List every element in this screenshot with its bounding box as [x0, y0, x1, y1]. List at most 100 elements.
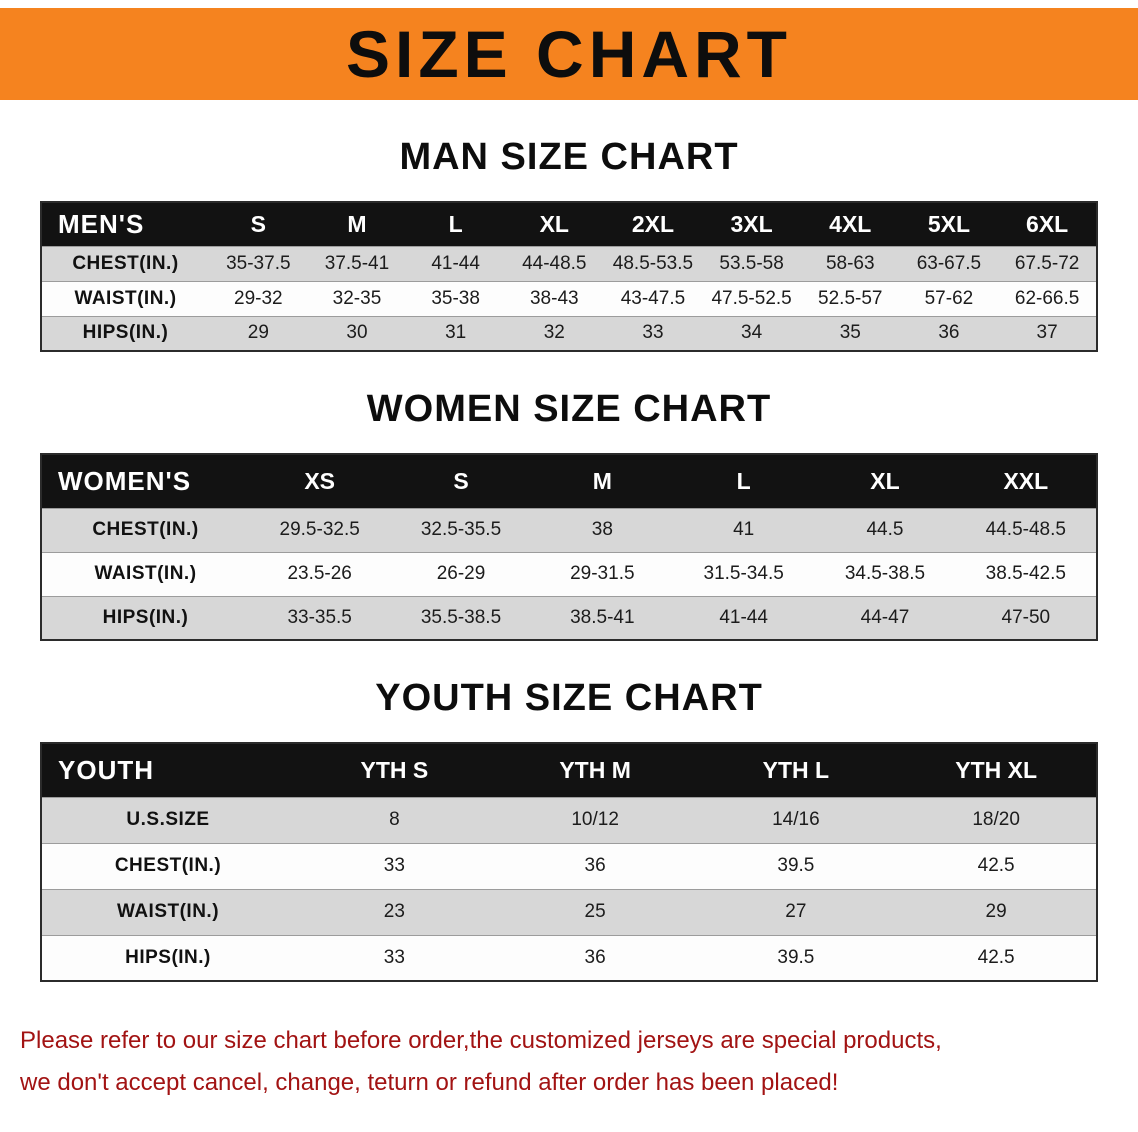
table-title: WOMEN'S: [41, 454, 249, 508]
column-header: YTH S: [294, 743, 495, 797]
size-cell: 47-50: [1001, 606, 1051, 628]
row-label: HIPS(IN.): [125, 946, 211, 968]
size-cell: 29-31.5: [570, 563, 635, 584]
table-title: MEN'S: [41, 202, 209, 246]
size-cell: 48.5-53.5: [612, 252, 694, 274]
column-header: XL: [814, 454, 956, 508]
table-row: HIPS(IN.) 33-35.5 35.5-38.5 38.5-41 41-44 44-…: [41, 596, 1097, 640]
size-cell: 29: [985, 901, 1007, 922]
row-label: CHEST(IN.): [114, 855, 222, 876]
size-cell: 53.5-58: [719, 252, 784, 274]
size-cell: 37.5-41: [324, 252, 390, 274]
size-cell: 38.5-42.5: [985, 563, 1066, 584]
youth-size-table: YOUTH YTH S YTH M YTH L YTH XL U.S.SIZE 8 10/12…: [40, 742, 1098, 982]
table-row: CHEST(IN.) 33 36 39.5 42.5: [41, 843, 1097, 889]
size-cell: 52.5-57: [818, 287, 883, 309]
size-cell: 10/12: [571, 809, 619, 830]
size-cell: 33: [642, 322, 664, 344]
size-cell: 42.5: [977, 855, 1015, 876]
men-size-table: MEN'S S M L XL 2XL 3XL 4XL 5XL 6XL CHEST(IN.) 35-37…: [40, 201, 1098, 352]
size-cell: 30: [346, 322, 368, 344]
table-row: U.S.SIZE 8 10/12 14/16 18/20: [41, 797, 1097, 843]
size-table: MEN'S S M L XL 2XL 3XL 4XL 5XL 6XL CHEST(IN.) 35-37…: [40, 201, 1098, 352]
table-row: WAIST(IN.) 23.5-26 26-29 29-31.5 31.5-34.5 34…: [41, 552, 1097, 596]
size-cell: 37: [1036, 322, 1058, 344]
size-table: YOUTH YTH S YTH M YTH L YTH XL U.S.SIZE 8 10/12…: [40, 742, 1098, 982]
size-cell: 44-47: [860, 606, 910, 628]
size-cell: 62-66.5: [1014, 287, 1080, 309]
size-cell: 33: [383, 855, 405, 876]
size-cell: 29.5-32.5: [279, 519, 360, 540]
youth-section-heading: YOUTH SIZE CHART: [375, 677, 763, 719]
size-cell: 26-29: [436, 563, 486, 584]
column-header: XXL: [955, 454, 1097, 508]
size-cell: 38-43: [529, 287, 579, 309]
table-row: HIPS(IN.) 29 30 31 32 33 34 35 36 37: [41, 316, 1097, 351]
row-label: HIPS(IN.): [102, 606, 189, 628]
size-cell: 41: [733, 519, 755, 540]
size-cell: 36: [584, 855, 606, 876]
size-cell: 41-44: [431, 252, 480, 274]
size-cell: 34: [741, 322, 763, 344]
size-cell: 63-67.5: [916, 252, 982, 274]
row-label: CHEST(IN.): [72, 252, 179, 274]
size-cell: 44.5: [866, 519, 904, 540]
size-cell: 35-37.5: [226, 252, 291, 274]
column-header: M: [531, 454, 673, 508]
column-header: XL: [504, 202, 604, 246]
column-header: M: [307, 202, 407, 246]
size-cell: 47.5-52.5: [711, 287, 792, 309]
size-cell: 36: [584, 946, 606, 968]
youth-size-section: YOUTH SIZE CHART YOUTH YTH S YTH M YTH L YTH…: [0, 677, 1138, 982]
table-row: WAIST(IN.) 23 25 27 29: [41, 889, 1097, 935]
size-cell: 29: [247, 322, 269, 344]
order-notice: Please refer to our size chart before or…: [20, 1020, 1118, 1104]
size-cell: 35.5-38.5: [420, 606, 502, 628]
column-header: XS: [249, 454, 391, 508]
size-cell: 39.5: [777, 946, 815, 968]
size-cell: 32: [543, 322, 565, 344]
size-cell: 41-44: [719, 606, 768, 628]
table-row: HIPS(IN.) 33 36 39.5 42.5: [41, 935, 1097, 981]
size-cell: 35: [839, 322, 861, 344]
size-cell: 43-47.5: [620, 287, 686, 309]
column-header: L: [406, 202, 505, 246]
size-cell: 44-48.5: [522, 252, 587, 274]
column-header: S: [390, 454, 532, 508]
size-cell: 25: [584, 901, 606, 922]
table-title: YOUTH: [41, 743, 294, 797]
size-cell: 42.5: [977, 946, 1015, 968]
size-cell: 34.5-38.5: [844, 563, 926, 584]
size-cell: 39.5: [777, 855, 815, 876]
size-cell: 38: [591, 519, 613, 540]
size-cell: 23: [383, 901, 405, 922]
size-cell: 57-62: [924, 287, 974, 309]
women-size-section: WOMEN SIZE CHART WOMEN'S XS S M L XL XXL CHEST(…: [0, 388, 1138, 641]
women-size-table: WOMEN'S XS S M L XL XXL CHEST(IN.) 29.5-32.5 32.5…: [40, 453, 1098, 641]
men-section-heading: MAN SIZE CHART: [399, 136, 739, 178]
size-table: WOMEN'S XS S M L XL XXL CHEST(IN.) 29.5-32.5 32.5…: [40, 453, 1098, 641]
size-cell: 23.5-26: [287, 563, 352, 584]
size-cell: 29-32: [234, 287, 283, 309]
size-cell: 31: [445, 322, 467, 344]
column-header: 3XL: [702, 202, 801, 246]
column-header: L: [672, 454, 815, 508]
size-cell: 32.5-35.5: [420, 519, 502, 540]
row-label: WAIST(IN.): [74, 287, 177, 309]
size-cell: 44.5-48.5: [985, 519, 1066, 540]
notice-line-2: we don't accept cancel, change, teturn o…: [20, 1069, 839, 1096]
page-title: SIZE CHART: [346, 17, 792, 91]
size-cell: 33: [383, 946, 405, 968]
row-label: U.S.SIZE: [126, 809, 210, 830]
row-label: HIPS(IN.): [82, 322, 169, 344]
size-cell: 33-35.5: [287, 606, 352, 628]
column-header: 4XL: [800, 202, 900, 246]
size-cell: 67.5-72: [1014, 252, 1080, 274]
row-label: WAIST(IN.): [116, 901, 220, 922]
size-cell: 36: [938, 322, 960, 344]
column-header: YTH L: [695, 743, 897, 797]
size-cell: 35-38: [431, 287, 480, 309]
size-cell: 14/16: [772, 809, 820, 830]
column-header: S: [209, 202, 308, 246]
